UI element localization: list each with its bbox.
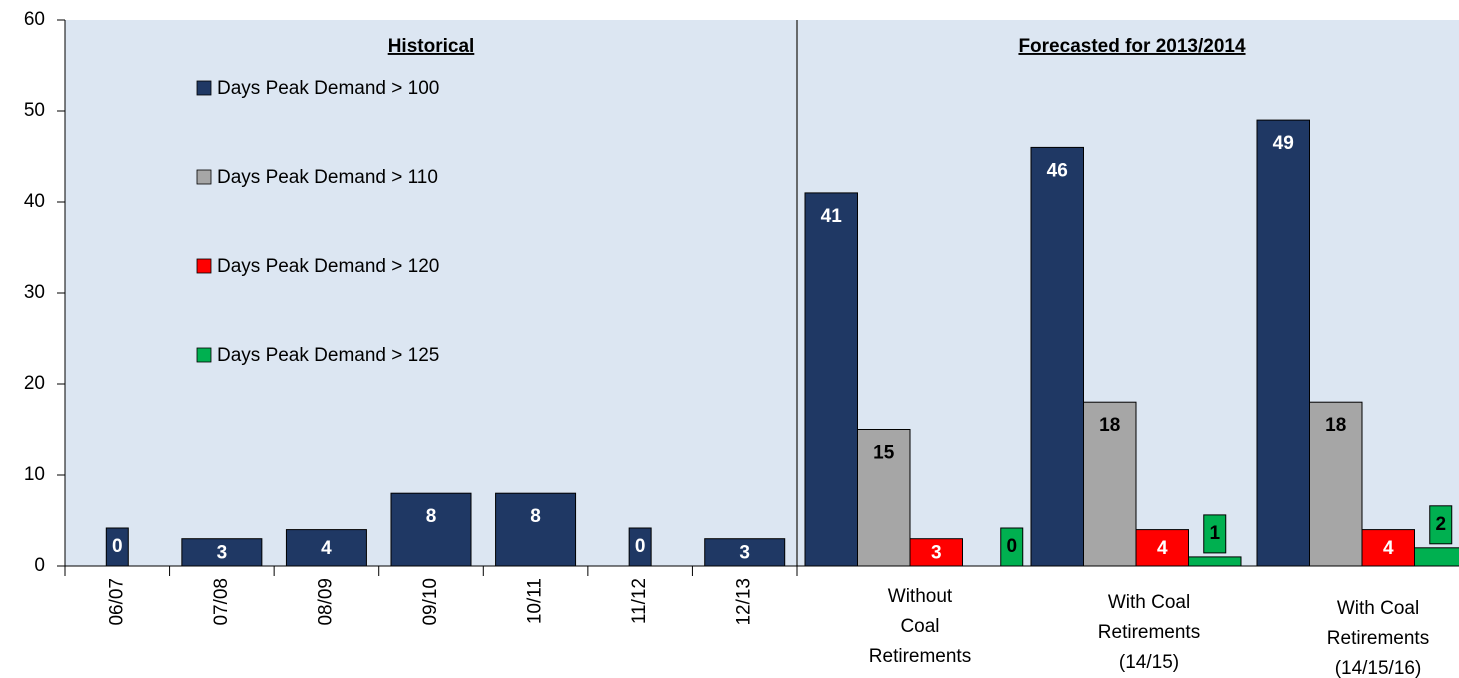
- legend-swatch: [196, 258, 212, 274]
- bar: [1256, 119, 1310, 567]
- data-label: 15: [873, 443, 895, 464]
- data-label: 3: [931, 542, 942, 563]
- y-tick-label: 30: [24, 282, 45, 303]
- data-label: 3: [217, 542, 228, 563]
- bar: [1414, 547, 1459, 567]
- bar: [390, 492, 472, 567]
- data-label: 49: [1273, 133, 1294, 154]
- x-tick-label: 08/09: [315, 578, 336, 626]
- legend-label: Days Peak Demand > 110: [217, 167, 438, 188]
- legend-label: Days Peak Demand > 125: [217, 345, 439, 366]
- panel-title: Historical: [388, 36, 475, 57]
- legend-swatch: [196, 347, 212, 363]
- x-tick-label: Without: [888, 586, 953, 607]
- y-tick-label: 40: [24, 191, 45, 212]
- x-tick-label: 11/12: [629, 578, 650, 624]
- x-tick-label: Retirements: [1327, 628, 1429, 649]
- bar: [1083, 401, 1137, 567]
- bar: [857, 429, 911, 567]
- data-label: 2: [1435, 514, 1446, 535]
- x-tick-label: 12/13: [734, 578, 755, 626]
- data-label-box: [1429, 505, 1453, 545]
- legend-swatch: [196, 169, 212, 185]
- x-tick-label: Retirements: [1098, 622, 1200, 643]
- y-tick-label: 50: [24, 100, 45, 121]
- x-tick-label: With Coal: [1337, 598, 1419, 619]
- data-label: 4: [1383, 538, 1394, 559]
- panel-title: Forecasted for 2013/2014: [1018, 36, 1246, 57]
- bar: [285, 529, 367, 567]
- y-tick-label: 10: [24, 464, 45, 485]
- bar: [1309, 401, 1363, 567]
- y-tick-label: 0: [34, 555, 45, 576]
- data-label: 3: [739, 542, 750, 563]
- x-tick-label: Coal: [900, 616, 939, 637]
- data-label: 18: [1325, 415, 1346, 436]
- x-tick-label: Retirements: [869, 646, 971, 667]
- x-tick-label: (14/15/16): [1335, 658, 1422, 678]
- x-tick-label: 07/08: [211, 578, 232, 626]
- data-label: 4: [1157, 538, 1168, 559]
- x-tick-label: 09/10: [420, 578, 441, 626]
- bar: [804, 192, 858, 567]
- bar: [495, 492, 577, 567]
- data-label: 0: [112, 536, 123, 557]
- data-label: 1: [1209, 523, 1220, 544]
- bar: [909, 538, 963, 567]
- legend-label: Days Peak Demand > 100: [217, 78, 439, 99]
- data-label: 41: [821, 206, 843, 227]
- data-label: 8: [426, 506, 437, 527]
- data-label: 0: [635, 536, 646, 557]
- legend-swatch: [196, 80, 212, 96]
- bar: [1188, 556, 1242, 567]
- legend-label: Days Peak Demand > 120: [217, 256, 439, 277]
- data-label: 8: [530, 506, 541, 527]
- data-label: 18: [1099, 415, 1120, 436]
- data-label: 4: [321, 538, 332, 559]
- data-label: 46: [1047, 160, 1068, 181]
- data-label-box: [1203, 514, 1227, 554]
- data-label: 0: [1006, 536, 1017, 557]
- bar: [181, 538, 263, 567]
- plot-area: [65, 20, 1459, 566]
- bar: [1030, 146, 1084, 567]
- x-tick-label: 06/07: [106, 578, 127, 626]
- y-tick-label: 20: [24, 373, 45, 394]
- y-tick-label: 60: [24, 9, 45, 30]
- x-tick-label: (14/15): [1119, 652, 1179, 673]
- bar: [1135, 529, 1189, 567]
- x-tick-label: With Coal: [1108, 592, 1190, 613]
- x-tick-label: 10/11: [525, 578, 546, 624]
